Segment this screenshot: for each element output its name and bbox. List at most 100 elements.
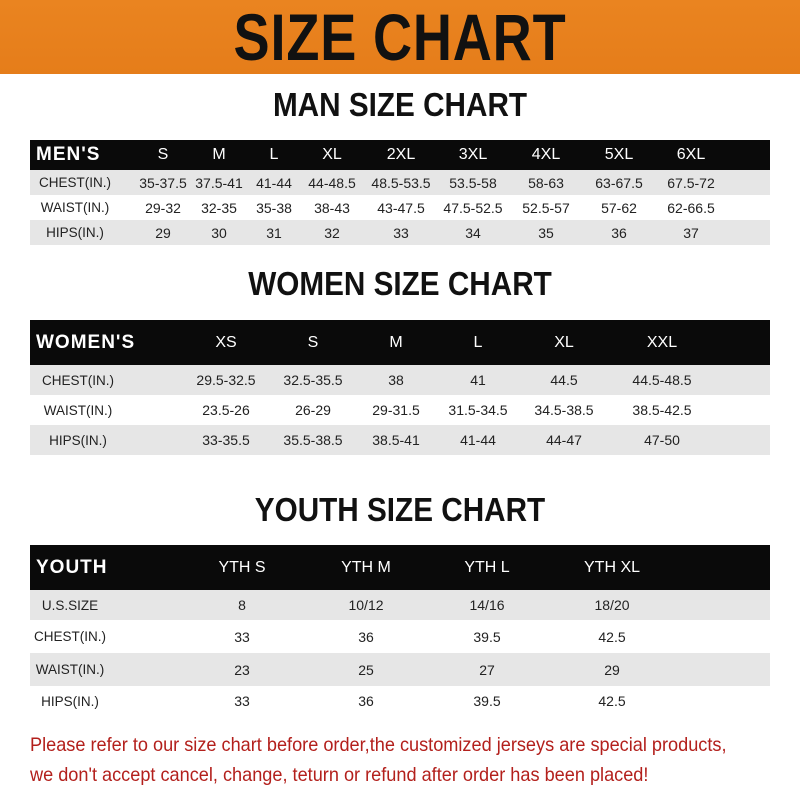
measurement-cell: 57-62	[601, 199, 637, 216]
measurement-cell: 26-29	[295, 402, 331, 418]
table-title-cell: YOUTH	[36, 556, 108, 578]
table-row: CHEST(IN.) 29.5-32.5 32.5-35.5 38 41 44.5 44.5…	[30, 365, 770, 395]
table-row: HIPS(IN.) 33-35.5 35.5-38.5 38.5-41 41-44 44-…	[30, 425, 770, 455]
row-label: WAIST(IN.)	[43, 402, 113, 418]
measurement-cell: 8	[238, 597, 246, 613]
measurement-cell: 39.5	[473, 693, 501, 709]
measurement-cell: 32.5-35.5	[283, 372, 343, 388]
measurement-cell: 58-63	[528, 174, 564, 191]
youth-section-title: YOUTH SIZE CHART	[254, 491, 546, 528]
measurement-cell: 33	[234, 693, 250, 709]
size-header-cell: XS	[215, 333, 237, 351]
measurement-cell: 42.5	[598, 628, 626, 645]
table-row: HIPS(IN.) 29 30 31 32 33 34 35 36 37	[30, 220, 770, 245]
size-header-cell: XL	[322, 146, 342, 163]
measurement-cell: 44.5-48.5	[632, 372, 692, 388]
measurement-cell: 38.5-42.5	[632, 402, 692, 418]
measurement-cell: 38.5-41	[372, 432, 420, 448]
measurement-cell: 67.5-72	[667, 174, 715, 191]
measurement-cell: 35-37.5	[139, 174, 187, 191]
size-header-cell: 6XL	[676, 146, 706, 163]
measurement-cell: 41-44	[256, 174, 292, 191]
measurement-cell: 44-48.5	[308, 174, 356, 191]
measurement-cell: 43-47.5	[377, 199, 425, 216]
size-header-cell: YTH L	[464, 558, 510, 576]
table-row: HIPS(IN.) 33 36 39.5 42.5	[30, 686, 770, 716]
measurement-cell: 41-44	[460, 432, 496, 448]
table-row: WAIST(IN.) 29-32 32-35 35-38 38-43 43-47.5 47.…	[30, 195, 770, 220]
table-row: WAIST(IN.) 23 25 27 29	[30, 653, 770, 686]
table-header-row: WOMEN'S XS S M L XL XXL	[30, 320, 770, 365]
row-label: WAIST(IN.)	[40, 200, 110, 215]
row-label: CHEST(IN.)	[39, 175, 111, 190]
table-row: CHEST(IN.) 35-37.5 37.5-41 41-44 44-48.5 48.5…	[30, 170, 770, 195]
page-title: SIZE CHART	[233, 0, 567, 74]
measurement-cell: 31.5-34.5	[448, 402, 508, 418]
measurement-cell: 47.5-52.5	[443, 199, 503, 216]
measurement-cell: 36	[358, 628, 374, 645]
measurement-cell: 35	[538, 224, 554, 241]
table-row: U.S.SIZE 8 10/12 14/16 18/20	[30, 590, 770, 620]
table-title-cell: MEN'S	[36, 144, 101, 165]
measurement-cell: 52.5-57	[522, 199, 570, 216]
row-label: WAIST(IN.)	[35, 662, 105, 677]
row-label: HIPS(IN.)	[46, 225, 104, 240]
measurement-cell: 36	[611, 224, 627, 241]
size-header-cell: YTH XL	[583, 558, 641, 576]
size-header-cell: M	[389, 333, 403, 351]
measurement-cell: 25	[358, 661, 374, 678]
measurement-cell: 29.5-32.5	[196, 372, 256, 388]
size-header-cell: S	[157, 146, 169, 163]
size-header-cell: YTH M	[341, 558, 391, 576]
measurement-cell: 10/12	[348, 597, 384, 613]
size-header-cell: M	[212, 146, 226, 163]
men-size-table: MEN'S S M L XL 2XL 3XL 4XL 5XL 6XL CHEST(IN.) 35-37…	[30, 140, 770, 245]
size-header-cell: 4XL	[531, 146, 561, 163]
size-header-cell: S	[307, 333, 319, 351]
measurement-cell: 35.5-38.5	[283, 432, 343, 448]
measurement-cell: 32	[324, 224, 340, 241]
size-header-cell: XL	[554, 333, 574, 351]
measurement-cell: 29-31.5	[372, 402, 420, 418]
measurement-cell: 37	[683, 224, 699, 241]
order-note-line-2: we don't accept cancel, change, teturn o…	[30, 764, 649, 786]
size-header-cell: 5XL	[604, 146, 634, 163]
size-header-cell: L	[269, 146, 279, 163]
size-header-cell: XXL	[646, 333, 678, 351]
measurement-cell: 35-38	[256, 199, 292, 216]
row-label: CHEST(IN.)	[34, 629, 106, 644]
measurement-cell: 18/20	[594, 597, 630, 613]
measurement-cell: 30	[211, 224, 227, 241]
measurement-cell: 29	[604, 661, 620, 678]
measurement-cell: 29-32	[145, 199, 181, 216]
row-label: HIPS(IN.)	[41, 693, 99, 709]
measurement-cell: 39.5	[473, 628, 501, 645]
measurement-cell: 53.5-58	[449, 174, 497, 191]
table-header-row: YOUTH YTH S YTH M YTH L YTH XL	[30, 545, 770, 590]
size-header-cell: 3XL	[458, 146, 488, 163]
measurement-cell: 34	[465, 224, 481, 241]
measurement-cell: 48.5-53.5	[371, 174, 431, 191]
measurement-cell: 47-50	[644, 432, 680, 448]
row-label: U.S.SIZE	[41, 597, 99, 613]
measurement-cell: 33	[393, 224, 409, 241]
size-header-cell: L	[473, 333, 483, 351]
measurement-cell: 34.5-38.5	[534, 402, 594, 418]
order-note-line-1: Please refer to our size chart before or…	[30, 734, 727, 756]
measurement-cell: 37.5-41	[195, 174, 243, 191]
measurement-cell: 29	[155, 224, 171, 241]
measurement-cell: 38-43	[314, 199, 350, 216]
measurement-cell: 33	[234, 628, 250, 645]
measurement-cell: 44-47	[546, 432, 582, 448]
measurement-cell: 23	[234, 661, 250, 678]
measurement-cell: 36	[358, 693, 374, 709]
measurement-cell: 23.5-26	[202, 402, 250, 418]
table-row: WAIST(IN.) 23.5-26 26-29 29-31.5 31.5-34.5 34…	[30, 395, 770, 425]
measurement-cell: 14/16	[469, 597, 505, 613]
measurement-cell: 27	[479, 661, 495, 678]
measurement-cell: 41	[470, 372, 486, 388]
youth-size-table: YOUTH YTH S YTH M YTH L YTH XL U.S.SIZE 8 10/12…	[30, 545, 770, 716]
measurement-cell: 44.5	[550, 372, 578, 388]
measurement-cell: 62-66.5	[667, 199, 715, 216]
row-label: CHEST(IN.)	[42, 372, 114, 388]
